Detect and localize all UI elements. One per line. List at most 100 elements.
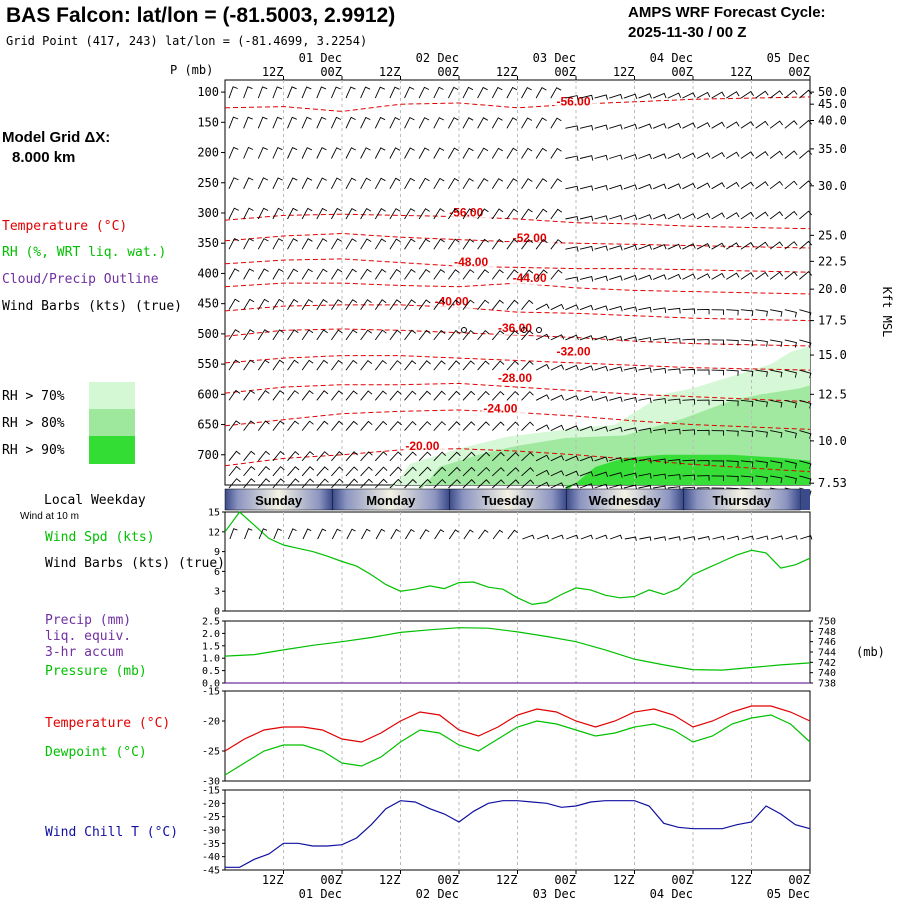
wind-barb: [287, 116, 297, 129]
weekday-label: Thursday: [712, 493, 771, 508]
wind-barb: [491, 330, 505, 341]
y-tick-label: 6: [214, 567, 220, 578]
y-tick-label: 3: [214, 587, 220, 598]
weekday-band: Sunday Monday Tuesday Wednesday Thursday: [224, 488, 810, 511]
isotherm-label-bg: [554, 344, 599, 359]
surface-wind-barb: [346, 528, 356, 540]
y2-tick-label: 740: [818, 668, 836, 679]
series-line: [224, 627, 811, 671]
wind-barb: [331, 268, 343, 280]
wind-barb: [331, 359, 343, 371]
wind-barb: [316, 177, 327, 190]
weekday-label: Monday: [366, 493, 416, 508]
wind-barb: [535, 454, 550, 462]
surface-wind-barb: [566, 534, 579, 540]
wind-barb: [799, 89, 813, 99]
y-tick-label: -35: [202, 839, 220, 850]
wind-barb: [769, 241, 784, 250]
wind-barb: [550, 208, 563, 220]
y2-tick-label: 738: [818, 679, 836, 690]
wind-barb: [623, 244, 638, 251]
wind-barb: [301, 177, 313, 190]
y-tick-label: -40: [202, 852, 220, 863]
wind-barb: [404, 478, 417, 489]
wind-barb: [389, 478, 403, 489]
wind-barb: [228, 465, 241, 477]
wind-barb: [272, 86, 283, 99]
wind-barb: [477, 238, 489, 250]
time-tick-label: 12Z: [496, 873, 518, 887]
wind-barb: [374, 86, 385, 99]
pressure-tick-label: 250: [197, 176, 219, 190]
isotherms: -56.00-56.00-52.00-48.00-44.00-40.00-36.…: [224, 94, 811, 473]
wind-barb: [535, 363, 550, 371]
surface-wind-barb: [478, 529, 489, 540]
wind-barb: [653, 307, 667, 313]
isotherm-label: -36.00: [498, 321, 532, 335]
pressure-title: Pressure (mb): [45, 664, 147, 679]
wind-barb: [594, 365, 609, 372]
wind-barb: [784, 150, 798, 159]
model-grid-label: Model Grid ΔX:: [2, 129, 110, 146]
wind-barb: [667, 459, 681, 465]
wind-barb: [360, 238, 372, 250]
wind-barb: [652, 153, 667, 159]
wind-barb: [360, 478, 373, 489]
wind-barb: [784, 369, 797, 378]
wind-barb: [330, 177, 342, 190]
y-tick-label: 1.0: [202, 654, 220, 665]
y2-tick-label: 748: [818, 627, 836, 638]
wind-barb: [726, 151, 740, 159]
wind-barb: [345, 390, 358, 401]
wind-barb: [740, 399, 754, 407]
wind-barb: [696, 273, 711, 280]
wind-barb: [301, 420, 314, 431]
surface-wind-barb: [697, 535, 710, 541]
wind-barb: [579, 155, 594, 161]
wind-barb: [374, 451, 388, 462]
wind-barb: [374, 329, 387, 341]
wind-barb: [491, 238, 504, 250]
wind-barb: [272, 359, 285, 371]
wind-barb: [374, 177, 386, 190]
wind-barb: [301, 466, 315, 477]
time-tick-label: 00Z: [788, 873, 810, 887]
wind-barb: [609, 484, 623, 490]
wind-barb: [667, 213, 682, 220]
wind-barb: [667, 428, 681, 435]
wind-barb: [345, 329, 358, 341]
temperature-title: Temperature (°C): [45, 716, 170, 731]
wind-barb: [360, 268, 372, 280]
pressure-tick-label: 600: [197, 387, 219, 401]
surface-wind-barb: [463, 529, 474, 540]
isotherm-line: [224, 304, 811, 322]
wind-barb: [550, 455, 565, 462]
wind-barb: [594, 124, 608, 131]
wind-barb: [579, 365, 594, 371]
wind-barb: [301, 390, 314, 401]
wind-barb: [521, 86, 532, 99]
wind-barb: [579, 395, 594, 401]
wind-barb: [799, 309, 812, 318]
wind-barb: [565, 276, 579, 282]
pressure-tick-label: 200: [197, 146, 219, 160]
wind-barb: [579, 245, 594, 252]
wind-barb: [360, 359, 373, 371]
wind-barb: [433, 268, 446, 280]
wind-barb: [682, 429, 696, 435]
height-tick-label: 40.0: [818, 114, 847, 128]
wind-barb: [404, 360, 417, 371]
wind-barb: [491, 421, 505, 431]
wind-barb: [491, 451, 505, 462]
height-tick-label: 35.0: [818, 142, 847, 156]
wind-barb: [550, 482, 565, 489]
wind-barb: [770, 369, 783, 378]
wind-barb: [477, 117, 489, 129]
wind-barb: [389, 466, 403, 477]
wind-barb: [565, 304, 579, 311]
wind-barb: [565, 185, 579, 192]
wind-barb: [769, 90, 784, 99]
wind-barb: [374, 116, 386, 129]
wind-barb: [726, 460, 739, 467]
wind-barb: [784, 475, 797, 484]
